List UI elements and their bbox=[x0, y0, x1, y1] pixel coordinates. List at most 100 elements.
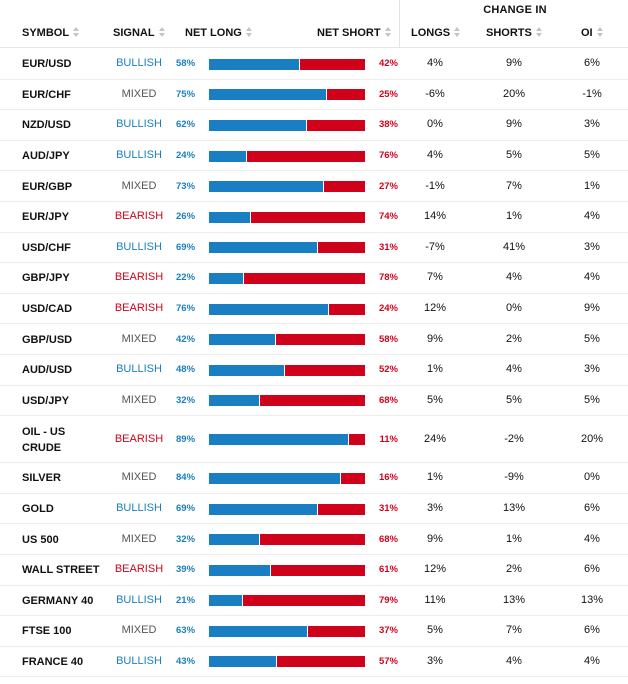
change-longs-value: 9% bbox=[427, 532, 443, 545]
net-short-bar bbox=[326, 89, 365, 101]
signal-label: MIXED bbox=[121, 471, 157, 484]
table-row[interactable]: GERMANY 40 BULLISH 21% 79% 11% 13% 13% bbox=[0, 586, 628, 617]
change-longs-value: -1% bbox=[425, 179, 445, 192]
net-short-bar bbox=[347, 434, 365, 446]
symbol-link[interactable]: GERMANY 40 bbox=[22, 594, 94, 607]
symbol-link[interactable]: EUR/GBP bbox=[22, 180, 73, 193]
symbol-link[interactable]: EUR/CHF bbox=[22, 88, 71, 101]
table-row[interactable]: WALL STREET BEARISH 39% 61% 12% 2% 6% bbox=[0, 555, 628, 586]
net-long-value: 84% bbox=[176, 472, 196, 484]
table-row[interactable]: USD/CHF BULLISH 69% 31% -7% 41% 3% bbox=[0, 233, 628, 264]
change-shorts-value: 13% bbox=[502, 502, 526, 515]
net-long-bar bbox=[209, 503, 317, 515]
symbol-link[interactable]: WALL STREET bbox=[22, 564, 100, 577]
change-oi-value: -1% bbox=[582, 87, 602, 100]
symbol-link[interactable]: USD/CHF bbox=[22, 241, 71, 254]
column-header-shorts[interactable]: SHORTS bbox=[486, 20, 542, 48]
sort-icon bbox=[384, 27, 391, 38]
net-short-bar bbox=[340, 472, 365, 484]
table-row[interactable]: USD/JPY MIXED 32% 68% 5% 5% 5% bbox=[0, 386, 628, 417]
change-shorts-value: 41% bbox=[502, 240, 526, 253]
table-row[interactable]: EUR/JPY BEARISH 26% 74% 14% 1% 4% bbox=[0, 202, 628, 233]
net-short-value: 79% bbox=[378, 594, 398, 606]
change-longs-value: 12% bbox=[423, 563, 447, 576]
column-header-signal-label: SIGNAL bbox=[113, 27, 155, 39]
change-in-group-header: CHANGE IN bbox=[399, 0, 628, 20]
symbol-link[interactable]: EUR/JPY bbox=[22, 211, 70, 224]
table-row[interactable]: GBP/JPY BEARISH 22% 78% 7% 4% 4% bbox=[0, 263, 628, 294]
net-short-value: 68% bbox=[378, 533, 398, 545]
sentiment-bar bbox=[209, 595, 365, 607]
symbol-link[interactable]: FRANCE 40 bbox=[22, 655, 84, 668]
net-long-bar bbox=[209, 89, 326, 101]
change-longs-value: 5% bbox=[427, 393, 443, 406]
symbol-link[interactable]: AUD/JPY bbox=[22, 150, 70, 163]
table-row[interactable]: OIL - US CRUDE BEARISH 89% 11% 24% -2% 20% bbox=[0, 416, 628, 464]
symbol-link[interactable]: GBP/JPY bbox=[22, 272, 70, 285]
symbol-link[interactable]: OIL - US CRUDE bbox=[22, 425, 66, 454]
change-shorts-value: 5% bbox=[506, 393, 522, 406]
table-row[interactable]: NZD/USD BULLISH 62% 38% 0% 9% 3% bbox=[0, 110, 628, 141]
sentiment-bar bbox=[209, 119, 365, 131]
signal-label: BULLISH bbox=[116, 502, 162, 515]
net-short-bar bbox=[299, 58, 365, 70]
table-row[interactable]: FRANCE 40 BULLISH 43% 57% 3% 4% 4% bbox=[0, 647, 628, 678]
column-header-symbol[interactable]: SYMBOL bbox=[22, 20, 80, 48]
column-header-oi[interactable]: OI bbox=[581, 20, 603, 48]
table-row[interactable]: AUD/USD BULLISH 48% 52% 1% 4% 3% bbox=[0, 355, 628, 386]
change-shorts-value: 20% bbox=[502, 87, 526, 100]
sentiment-bar bbox=[209, 150, 365, 162]
signal-label: BULLISH bbox=[116, 118, 162, 131]
table-row[interactable]: GBP/USD MIXED 42% 58% 9% 2% 5% bbox=[0, 324, 628, 355]
table-row[interactable]: EUR/CHF MIXED 75% 25% -6% 20% -1% bbox=[0, 80, 628, 111]
symbol-link[interactable]: GBP/USD bbox=[22, 333, 73, 346]
net-short-value: 25% bbox=[378, 88, 398, 100]
symbol-link[interactable]: USD/CAD bbox=[22, 303, 73, 316]
sentiment-bar bbox=[209, 656, 365, 668]
table-row[interactable]: SILVER MIXED 84% 16% 1% -9% 0% bbox=[0, 463, 628, 494]
symbol-link[interactable]: GOLD bbox=[22, 503, 54, 516]
symbol-link[interactable]: US 500 bbox=[22, 533, 59, 546]
symbol-link[interactable]: EUR/USD bbox=[22, 58, 72, 71]
net-short-value: 27% bbox=[378, 180, 398, 192]
column-header-net-long[interactable]: NET LONG bbox=[185, 20, 252, 48]
column-header-net-short[interactable]: NET SHORT bbox=[317, 20, 391, 48]
net-short-value: 11% bbox=[379, 433, 399, 445]
table-row[interactable]: FTSE 100 MIXED 63% 37% 5% 7% 6% bbox=[0, 616, 628, 647]
column-header-signal[interactable]: SIGNAL bbox=[113, 20, 165, 48]
net-short-bar bbox=[258, 534, 365, 546]
table-row[interactable]: EUR/USD BULLISH 58% 42% 4% 9% 6% bbox=[0, 49, 628, 80]
change-longs-value: 11% bbox=[424, 593, 446, 606]
signal-label: BULLISH bbox=[116, 240, 162, 253]
signal-label: MIXED bbox=[121, 624, 157, 637]
table-row[interactable]: EUR/GBP MIXED 73% 27% -1% 7% 1% bbox=[0, 171, 628, 202]
symbol-link[interactable]: AUD/USD bbox=[22, 364, 73, 377]
table-header: SYMBOL SIGNAL NET LONG NET SHORT LONGS S… bbox=[0, 20, 628, 48]
column-header-net-long-label: NET LONG bbox=[185, 27, 242, 39]
net-long-bar bbox=[209, 625, 308, 637]
net-long-value: 42% bbox=[176, 333, 196, 345]
column-header-longs[interactable]: LONGS bbox=[411, 20, 461, 48]
symbol-link[interactable]: SILVER bbox=[22, 472, 61, 485]
sentiment-bar bbox=[209, 625, 365, 637]
symbol-link[interactable]: USD/JPY bbox=[22, 394, 70, 407]
symbol-link[interactable]: FTSE 100 bbox=[22, 625, 72, 638]
change-oi-value: 4% bbox=[584, 654, 600, 667]
change-longs-value: 5% bbox=[427, 624, 443, 637]
change-longs-value: 9% bbox=[427, 332, 443, 345]
signal-label: BEARISH bbox=[114, 302, 164, 315]
table-row[interactable]: AUD/JPY BULLISH 24% 76% 4% 5% 5% bbox=[0, 141, 628, 172]
table-row[interactable]: GOLD BULLISH 69% 31% 3% 13% 6% bbox=[0, 494, 628, 525]
table-row[interactable]: US 500 MIXED 32% 68% 9% 1% 4% bbox=[0, 524, 628, 555]
sentiment-bar bbox=[209, 272, 365, 284]
change-shorts-value: 2% bbox=[506, 332, 522, 345]
change-oi-value: 3% bbox=[584, 118, 600, 131]
sentiment-bar bbox=[209, 434, 365, 446]
change-oi-value: 5% bbox=[584, 332, 600, 345]
table-row[interactable]: USD/CAD BEARISH 76% 24% 12% 0% 9% bbox=[0, 294, 628, 325]
change-shorts-value: 1% bbox=[506, 532, 522, 545]
sort-icon bbox=[535, 27, 542, 38]
column-header-symbol-label: SYMBOL bbox=[22, 27, 70, 39]
symbol-link[interactable]: NZD/USD bbox=[22, 119, 71, 132]
column-header-longs-label: LONGS bbox=[411, 27, 451, 39]
